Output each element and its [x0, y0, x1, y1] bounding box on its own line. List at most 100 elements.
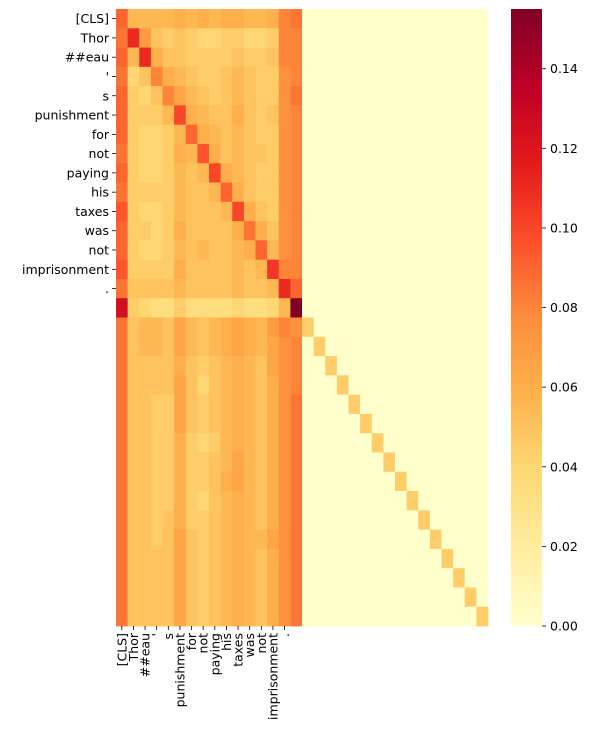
heatmap-cell-r16-c21	[360, 317, 373, 338]
heatmap-cell-r11-c26	[418, 221, 431, 241]
heatmap-cell-r27-c0	[116, 529, 129, 550]
heatmap-cell-r21-c8	[209, 413, 222, 434]
heatmap-cell-r24-c1	[127, 471, 140, 492]
heatmap-cell-r25-c11	[243, 491, 256, 511]
y-tick-label: Thor	[80, 30, 110, 45]
heatmap-cell-r17-c7	[197, 336, 210, 357]
heatmap-cell-r0-c25	[406, 9, 419, 29]
heatmap-cell-r0-c2	[139, 9, 152, 29]
heatmap-cell-r26-c17	[313, 510, 326, 530]
heatmap-cell-r17-c23	[383, 336, 396, 357]
heatmap-cell-r19-c26	[418, 375, 431, 396]
heatmap-cell-r26-c18	[325, 510, 338, 530]
heatmap-cell-r30-c10	[232, 587, 245, 608]
heatmap-cell-r24-c27	[429, 471, 442, 492]
y-tick-label: imprisonment	[22, 262, 109, 277]
heatmap-cell-r15-c7	[197, 298, 210, 318]
heatmap-cell-r15-c6	[185, 298, 198, 318]
heatmap-cell-r10-c0	[116, 201, 129, 222]
heatmap-cell-r27-c30	[464, 529, 477, 550]
heatmap-cell-r24-c10	[232, 471, 245, 492]
heatmap-cell-r14-c11	[243, 278, 256, 299]
heatmap-cell-r14-c10	[232, 278, 245, 299]
heatmap-cell-r3-c12	[255, 66, 268, 87]
heatmap-cell-r10-c23	[383, 201, 396, 222]
heatmap-cell-r26-c3	[150, 510, 163, 530]
heatmap-cell-r25-c22	[371, 491, 384, 511]
heatmap-cell-r13-c11	[243, 259, 256, 280]
heatmap-cell-r5-c13	[267, 105, 280, 126]
heatmap-cell-r23-c12	[255, 452, 268, 473]
heatmap-cell-r18-c25	[406, 356, 419, 376]
heatmap-cell-r25-c12	[255, 491, 268, 511]
heatmap-cell-r10-c18	[325, 201, 338, 222]
heatmap-cell-r11-c0	[116, 221, 129, 241]
heatmap-cell-r7-c17	[313, 143, 326, 164]
heatmap-cell-r12-c14	[278, 240, 291, 261]
heatmap-cell-r18-c9	[220, 356, 233, 376]
heatmap-cell-r6-c13	[267, 124, 280, 145]
heatmap-cell-r6-c14	[278, 124, 291, 145]
heatmap-cell-r9-c14	[278, 182, 291, 203]
y-tick-label: not	[89, 243, 110, 258]
heatmap-cell-r27-c29	[453, 529, 466, 550]
heatmap-cell-r21-c12	[255, 413, 268, 434]
heatmap-cell-r24-c31	[476, 471, 489, 492]
heatmap-cell-r23-c23	[383, 452, 396, 473]
heatmap-cell-r15-c22	[371, 298, 384, 318]
heatmap-cell-r0-c5	[174, 9, 187, 29]
heatmap-cell-r2-c2	[139, 47, 152, 68]
heatmap-cell-r17-c27	[429, 336, 442, 357]
heatmap-cell-r18-c20	[348, 356, 361, 376]
heatmap-cell-r7-c11	[243, 143, 256, 164]
heatmap-cell-r31-c29	[453, 606, 466, 627]
heatmap-cell-r11-c29	[453, 221, 466, 241]
heatmap-cell-r0-c26	[418, 9, 431, 29]
heatmap-cell-r31-c22	[371, 606, 384, 627]
heatmap-cell-r26-c20	[348, 510, 361, 530]
heatmap-cell-r30-c25	[406, 587, 419, 608]
heatmap-cell-r16-c0	[116, 317, 129, 338]
heatmap-cell-r3-c6	[185, 66, 198, 87]
heatmap-cell-r16-c22	[371, 317, 384, 338]
heatmap-cell-r29-c4	[162, 568, 175, 588]
heatmap-cell-r4-c8	[209, 86, 222, 106]
heatmap-cell-r25-c26	[418, 491, 431, 511]
heatmap-cell-r5-c0	[116, 105, 129, 126]
heatmap-cell-r8-c25	[406, 163, 419, 183]
heatmap-cell-r4-c22	[371, 86, 384, 106]
heatmap-cell-r4-c4	[162, 86, 175, 106]
heatmap-cell-r30-c22	[371, 587, 384, 608]
heatmap-cell-r31-c19	[336, 606, 349, 627]
heatmap-cell-r31-c9	[220, 606, 233, 627]
heatmap-cell-r27-c19	[336, 529, 349, 550]
heatmap-cell-r21-c31	[476, 413, 489, 434]
heatmap-cell-r16-c5	[174, 317, 187, 338]
heatmap-cell-r21-c9	[220, 413, 233, 434]
heatmap-cell-r8-c6	[185, 163, 198, 183]
x-tick-label: not	[254, 633, 269, 654]
heatmap-cell-r15-c26	[418, 298, 431, 318]
heatmap-cell-r1-c29	[453, 28, 466, 48]
heatmap-cell-r2-c10	[232, 47, 245, 68]
heatmap-cell-r31-c6	[185, 606, 198, 627]
heatmap-cell-r23-c22	[371, 452, 384, 473]
heatmap-cell-r11-c25	[406, 221, 419, 241]
heatmap-cell-r29-c24	[395, 568, 408, 588]
heatmap-cell-r4-c0	[116, 86, 129, 106]
heatmap-cell-r18-c7	[197, 356, 210, 376]
heatmap-cell-r28-c10	[232, 548, 245, 569]
heatmap-cell-r2-c22	[371, 47, 384, 68]
heatmap-cell-r22-c8	[209, 433, 222, 453]
heatmap-cell-r14-c24	[395, 278, 408, 299]
heatmap-cell-r26-c13	[267, 510, 280, 530]
heatmap-cell-r29-c10	[232, 568, 245, 588]
heatmap-cell-r28-c31	[476, 548, 489, 569]
heatmap-cell-r19-c17	[313, 375, 326, 396]
heatmap-cell-r1-c4	[162, 28, 175, 48]
heatmap-cell-r7-c10	[232, 143, 245, 164]
heatmap-cell-r31-c5	[174, 606, 187, 627]
heatmap-cell-r26-c15	[290, 510, 303, 530]
heatmap-cell-r28-c8	[209, 548, 222, 569]
heatmap-cell-r4-c29	[453, 86, 466, 106]
